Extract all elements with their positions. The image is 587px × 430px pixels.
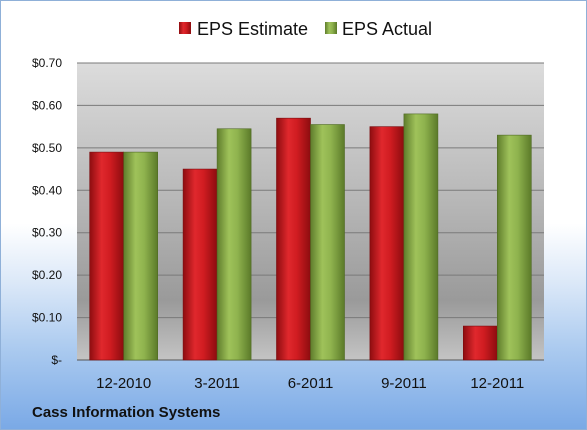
legend-label-actual: EPS Actual	[342, 19, 432, 39]
y-tick-label: $0.50	[32, 141, 62, 155]
y-tick-label: $0.20	[32, 268, 62, 282]
x-tick-label: 9-2011	[381, 375, 427, 392]
legend: EPS Estimate EPS Actual	[179, 19, 432, 39]
bars	[89, 113, 532, 361]
y-tick-label: $0.60	[32, 98, 62, 112]
bar-eps-actual	[310, 124, 345, 361]
bar-eps-actual	[403, 113, 439, 361]
legend-swatch-actual	[325, 22, 337, 34]
company-name: Cass Information Systems	[32, 404, 220, 421]
bar-eps-actual	[216, 128, 252, 361]
x-tick-label: 12-2011	[470, 375, 524, 392]
bar-eps-actual	[496, 134, 532, 361]
x-tick-label: 6-2011	[288, 375, 334, 392]
legend-label-estimate: EPS Estimate	[197, 19, 308, 39]
y-tick-label: $0.70	[32, 56, 62, 70]
bar-eps-estimate	[89, 151, 124, 361]
legend-swatch-estimate	[179, 22, 191, 34]
y-axis-ticks: $- $0.10 $0.20 $0.30 $0.40 $0.50 $0.60 $0.70	[32, 56, 62, 367]
x-axis-ticks: 12-2010 3-2011 6-2011 9-2011 12-2011	[96, 375, 524, 392]
bar-eps-estimate	[182, 168, 218, 361]
bar-eps-estimate	[276, 117, 311, 361]
x-tick-label: 3-2011	[194, 375, 240, 392]
y-tick-label: $0.30	[32, 226, 62, 240]
x-tick-label: 12-2010	[96, 375, 151, 392]
y-tick-label: $0.10	[32, 311, 62, 325]
y-tick-label: $-	[51, 353, 62, 367]
bar-eps-estimate	[369, 126, 405, 361]
bar-eps-actual	[123, 151, 158, 361]
y-tick-label: $0.40	[32, 183, 62, 197]
bar-eps-estimate	[462, 325, 498, 361]
